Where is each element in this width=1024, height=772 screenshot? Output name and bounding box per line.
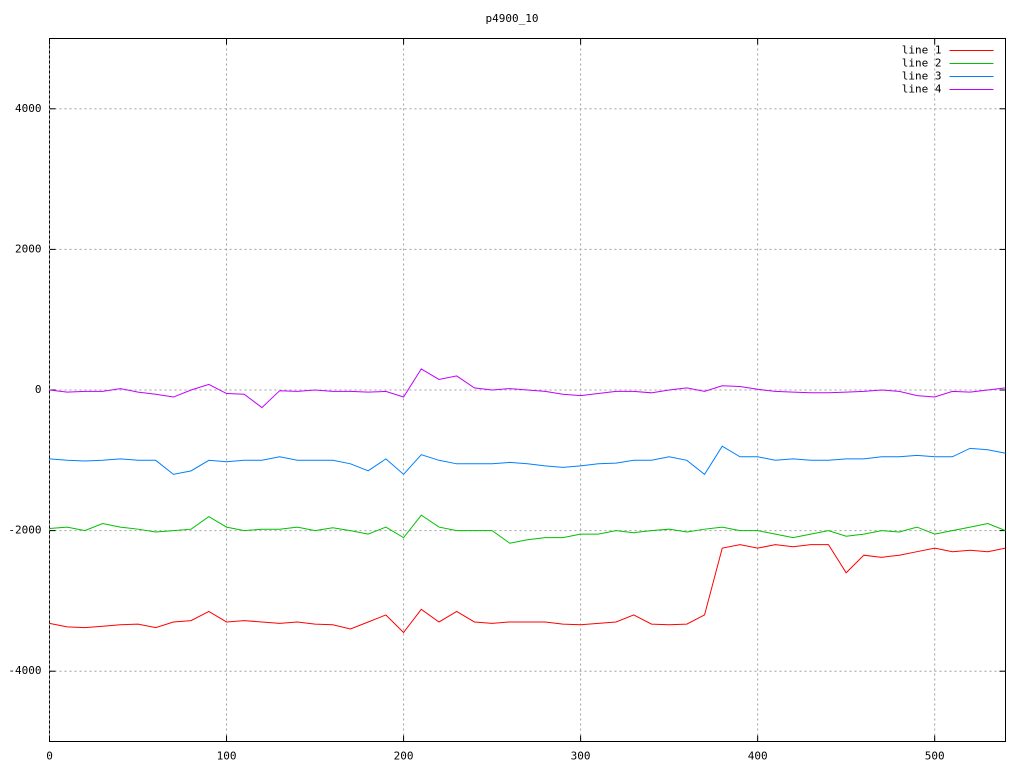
legend-label: line 1 <box>902 44 942 57</box>
legend-label: line 3 <box>902 70 942 83</box>
data-line <box>49 368 1006 409</box>
data-line <box>49 514 1006 544</box>
data-line <box>49 445 1006 476</box>
x-tick-label: 200 <box>394 750 414 763</box>
x-tick-label: 300 <box>571 750 591 763</box>
x-tick-label: 400 <box>748 750 768 763</box>
x-tick-label: 100 <box>217 750 237 763</box>
y-tick-label: 2000 <box>15 242 42 255</box>
y-tick-label: -2000 <box>8 524 41 537</box>
legend-label: line 2 <box>902 57 942 70</box>
x-tick-label: 500 <box>925 750 945 763</box>
legend-label: line 4 <box>902 83 942 96</box>
x-tick-label: 0 <box>46 750 53 763</box>
data-line <box>49 544 1006 634</box>
chart-title: p4900_10 <box>486 12 539 25</box>
y-tick-label: 4000 <box>15 102 42 115</box>
y-tick-label: 0 <box>35 383 42 396</box>
y-tick-label: -4000 <box>8 664 41 677</box>
